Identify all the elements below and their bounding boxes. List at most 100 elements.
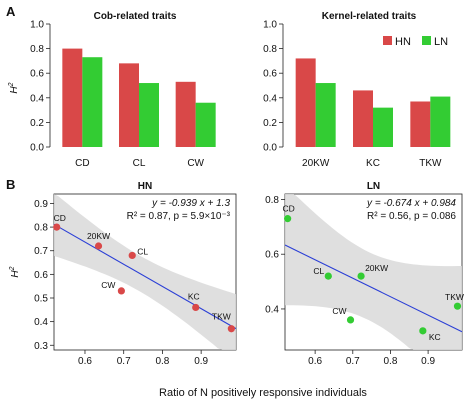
bar-chart-kernel: Kernel-related traits 0.0 0.2 0.4 0.6 0.8 1.0 2… xyxy=(263,11,451,169)
bar-ln-cl xyxy=(139,83,159,147)
data-point-cl xyxy=(128,251,136,260)
scatter-charts-row: HN y = -0.939 x + 1.3 R² = 0.87, p = 5.9×1… xyxy=(9,181,464,367)
data-point-tkw xyxy=(453,302,462,310)
chart-title: LN xyxy=(367,181,380,192)
bar-ln-kc xyxy=(373,107,393,147)
legend-swatch-hn xyxy=(383,36,392,45)
plot-frame xyxy=(53,193,237,351)
y-tick-label: 0.6 xyxy=(263,69,277,80)
panel-letter-b: B xyxy=(6,177,15,192)
regression-stats: R² = 0.87, p = 5.9×10⁻³ xyxy=(127,211,231,222)
bar-ln-tkw xyxy=(430,96,451,147)
y-tick-label: 0.6 xyxy=(30,69,44,80)
data-point-cw xyxy=(117,287,125,295)
y-tick-label: 0.8 xyxy=(30,44,44,55)
bar-chart-cob: Cob-related traits 0.0 0.2 0.4 0.6 0.8 1.0 H2 CD… xyxy=(8,11,216,169)
panel-letter-a: A xyxy=(6,4,16,19)
point-label-tkw: TKW xyxy=(445,292,464,302)
point-label-tkw: TKW xyxy=(212,312,231,322)
x-tick-label: 0.9 xyxy=(421,356,435,367)
point-label-cw: CW xyxy=(101,280,115,290)
y-tick-label: 0.6 xyxy=(34,270,48,281)
x-tick-label: CW xyxy=(187,158,204,169)
y-tick-label: 0.4 xyxy=(265,304,279,315)
y-tick-label: 0.4 xyxy=(263,93,277,104)
bar-hn-cw xyxy=(175,81,196,147)
y-tick-label: 1.0 xyxy=(263,20,277,31)
legend-swatch-ln xyxy=(422,36,431,45)
x-tick-label: 0.8 xyxy=(155,356,169,367)
bar-hn-cl xyxy=(119,63,139,147)
point-label-kc: KC xyxy=(188,291,200,301)
y-tick-label: 0.6 xyxy=(265,250,279,261)
x-tick-label: 0.7 xyxy=(346,356,360,367)
y-tick-label: 0.4 xyxy=(34,317,48,328)
x-tick-label: 20KW xyxy=(302,158,330,169)
y-tick-label: 0.7 xyxy=(34,246,48,257)
y-tick-label: 0.2 xyxy=(263,118,277,129)
point-label-cl: CL xyxy=(313,266,324,276)
bar-hn-kc xyxy=(353,90,373,147)
chart-title: Kernel-related traits xyxy=(322,11,417,22)
y-tick-label: 0.0 xyxy=(263,143,277,154)
point-label-cd: CD xyxy=(54,213,66,223)
bar-hn-20kw xyxy=(295,58,316,147)
y-tick-label: 0.8 xyxy=(34,223,48,234)
shared-x-axis-label: Ratio of N positively responsive individ… xyxy=(159,387,367,399)
data-point-20kw xyxy=(94,242,103,250)
scatter-chart-hn: HN y = -0.939 x + 1.3 R² = 0.87, p = 5.9×1… xyxy=(9,181,237,367)
point-label-cd: CD xyxy=(282,204,294,214)
y-tick-label: 0.8 xyxy=(263,44,277,55)
regression-stats: R² = 0.56, p = 0.086 xyxy=(367,211,456,222)
y-tick-label: 0.3 xyxy=(34,341,48,352)
regression-equation: y = -0.674 x + 0.984 xyxy=(366,198,456,209)
confidence-band xyxy=(285,194,462,350)
x-tick-label: 0.6 xyxy=(78,356,92,367)
y-axis-label: H2 xyxy=(8,82,20,93)
regression-equation: y = -0.939 x + 1.3 xyxy=(151,198,230,209)
data-point-cw xyxy=(346,316,355,324)
x-tick-label: CD xyxy=(75,158,89,169)
x-tick-label: 0.6 xyxy=(308,356,322,367)
x-tick-label: CL xyxy=(133,158,146,169)
point-label-20kw: 20KW xyxy=(87,231,110,241)
legend-label-hn: HN xyxy=(395,36,411,48)
regression-line xyxy=(53,223,237,330)
y-tick-label: 0.9 xyxy=(34,199,48,210)
data-point-kc xyxy=(192,303,200,312)
legend-label-ln: LN xyxy=(434,36,448,48)
bar-hn-tkw xyxy=(410,101,431,147)
bar-hn-cd xyxy=(62,48,83,147)
x-tick-label: KC xyxy=(366,158,380,169)
y-tick-label: 0.2 xyxy=(30,118,44,129)
y-tick-label: 0.5 xyxy=(34,294,48,305)
x-tick-label: 0.9 xyxy=(194,356,208,367)
data-point-cd xyxy=(284,215,292,223)
y-axis-label: H2 xyxy=(9,266,21,277)
point-label-cl: CL xyxy=(137,246,148,256)
data-point-20kw xyxy=(357,272,365,280)
scatter-chart-ln: LN y = -0.674 x + 0.984 R² = 0.56, p = 0.0… xyxy=(265,181,464,367)
bar-charts-row: Cob-related traits 0.0 0.2 0.4 0.6 0.8 1.0 H2 CD… xyxy=(8,11,451,169)
confidence-band xyxy=(54,194,236,350)
point-label-cw: CW xyxy=(332,306,346,316)
x-tick-label: 0.8 xyxy=(383,356,397,367)
data-point-kc xyxy=(419,327,427,335)
data-point-tkw xyxy=(227,325,235,333)
bar-ln-20kw xyxy=(315,83,336,147)
x-tick-label: 0.7 xyxy=(117,356,131,367)
chart-title: Cob-related traits xyxy=(94,11,177,22)
y-tick-label: 0.4 xyxy=(30,93,44,104)
y-tick-label: 0.0 xyxy=(30,143,44,154)
data-point-cl xyxy=(324,272,332,280)
y-tick-label: 1.0 xyxy=(30,20,44,31)
data-point-cd xyxy=(53,223,61,231)
bar-ln-cd xyxy=(82,57,103,147)
point-label-20kw: 20KW xyxy=(365,263,388,273)
bar-ln-cw xyxy=(195,102,216,147)
point-label-kc: KC xyxy=(429,332,441,342)
chart-title: HN xyxy=(138,181,152,192)
regression-line xyxy=(284,244,463,333)
y-tick-label: 0.8 xyxy=(265,195,279,206)
